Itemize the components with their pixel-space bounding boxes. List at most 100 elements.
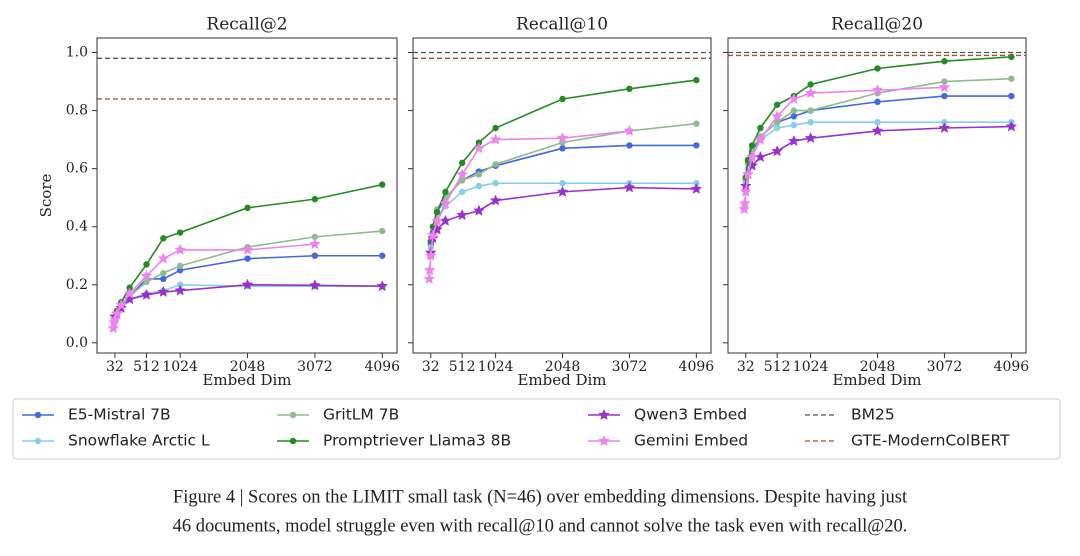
legend-marker xyxy=(598,408,610,420)
point xyxy=(754,133,767,145)
series-line xyxy=(744,56,1012,178)
y-tick-label: 0.2 xyxy=(66,277,88,293)
x-tick-label: 2048 xyxy=(860,359,896,375)
point xyxy=(693,142,700,149)
point xyxy=(160,275,167,283)
point xyxy=(773,118,781,126)
point xyxy=(107,322,120,334)
point xyxy=(938,81,951,93)
point xyxy=(790,107,798,114)
point xyxy=(874,118,881,126)
point xyxy=(379,181,386,188)
point xyxy=(804,87,817,99)
point xyxy=(938,121,951,133)
point xyxy=(423,264,436,276)
point xyxy=(311,195,319,203)
point xyxy=(433,208,441,216)
point xyxy=(788,92,800,104)
point xyxy=(456,168,468,180)
point xyxy=(626,142,633,149)
legend-label: BM25 xyxy=(851,406,895,424)
point xyxy=(111,307,123,319)
point xyxy=(693,120,700,127)
point xyxy=(473,204,485,216)
legend-marker xyxy=(598,434,610,446)
y-tick-label: 0.0 xyxy=(66,335,88,351)
legend-label: E5-Mistral 7B xyxy=(68,406,171,424)
point xyxy=(1008,92,1015,100)
x-tick-label: 3072 xyxy=(612,359,648,375)
point xyxy=(742,168,754,180)
point xyxy=(804,132,817,144)
point xyxy=(623,124,636,136)
point xyxy=(693,76,700,84)
x-tick-label: 1024 xyxy=(162,359,198,375)
point xyxy=(874,98,881,106)
point xyxy=(492,124,499,132)
x-tick-label: 32 xyxy=(737,359,755,375)
point xyxy=(1008,75,1015,82)
legend-marker xyxy=(289,411,297,419)
point xyxy=(559,145,566,152)
point xyxy=(109,313,121,325)
point xyxy=(871,124,884,136)
x-tick-label: 512 xyxy=(764,359,791,375)
point xyxy=(492,179,499,187)
point xyxy=(475,182,483,190)
legend-label: Gemini Embed xyxy=(634,432,748,450)
point xyxy=(376,280,389,292)
series-line xyxy=(114,283,383,320)
point xyxy=(790,121,798,129)
point xyxy=(690,182,703,194)
point xyxy=(439,197,452,209)
point xyxy=(140,269,153,282)
point xyxy=(442,188,449,196)
y-tick-label: 0.6 xyxy=(66,161,88,177)
point xyxy=(757,124,764,132)
x-tick-label: 512 xyxy=(449,359,476,375)
point xyxy=(807,81,814,88)
point xyxy=(379,227,386,235)
point xyxy=(739,185,752,197)
x-tick-label: 4096 xyxy=(679,359,715,375)
series-line xyxy=(114,283,383,318)
plot-frame xyxy=(727,37,1027,354)
point xyxy=(423,272,436,284)
x-axis-label: Embed Dim xyxy=(832,371,921,389)
x-axis-label: Embed Dim xyxy=(517,371,606,389)
point xyxy=(123,293,136,305)
point xyxy=(458,188,466,196)
point xyxy=(241,278,254,290)
legend-marker xyxy=(34,411,42,419)
point xyxy=(941,92,948,100)
caption: Figure 4 | Scores on the LIMIT small tas… xyxy=(173,487,908,507)
x-tick-label: 2048 xyxy=(230,359,266,375)
legend-marker xyxy=(34,437,42,445)
x-tick-label: 3072 xyxy=(297,359,333,375)
caption: 46 documents, model struggle even with r… xyxy=(173,516,908,536)
point xyxy=(311,233,319,241)
point xyxy=(309,237,321,250)
y-axis-label: Score xyxy=(37,174,55,218)
x-tick-label: 1024 xyxy=(793,359,829,375)
point xyxy=(748,142,756,149)
panel-title: Recall@10 xyxy=(516,15,608,35)
panel-title: Recall@20 xyxy=(831,15,923,35)
point xyxy=(241,243,254,255)
plot-frame xyxy=(96,37,398,354)
plot-frame xyxy=(412,37,712,354)
point xyxy=(456,208,468,221)
point xyxy=(379,252,386,259)
point xyxy=(473,142,485,154)
series-line xyxy=(744,125,1012,187)
point xyxy=(176,262,184,270)
point xyxy=(475,171,483,178)
point xyxy=(492,161,499,168)
point xyxy=(559,95,566,103)
point xyxy=(874,65,881,72)
legend-label: Snowflake Arctic L xyxy=(68,432,210,450)
point xyxy=(738,197,751,209)
legend-label: Qwen3 Embed xyxy=(634,406,747,424)
legend-label: Promptriever Llama3 8B xyxy=(323,432,511,450)
